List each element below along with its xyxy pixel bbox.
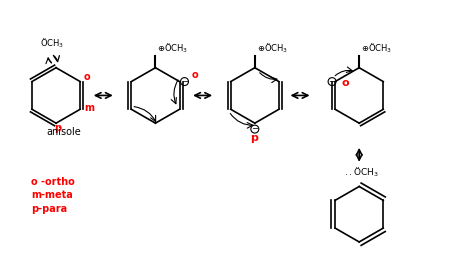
Text: p-para: p-para	[31, 204, 68, 214]
Text: anisole: anisole	[46, 127, 81, 137]
Text: m: m	[84, 103, 94, 113]
Text: p: p	[54, 123, 61, 133]
Text: p: p	[250, 133, 258, 143]
Text: o -ortho: o -ortho	[31, 177, 75, 187]
Text: o: o	[191, 70, 198, 79]
Text: $\mathdefault{\oplus ÖCH_3}$: $\mathdefault{\oplus ÖCH_3}$	[361, 41, 392, 55]
Text: −: −	[181, 77, 188, 86]
Text: $\mathdefault{..ÖCH_3}$: $\mathdefault{..ÖCH_3}$	[344, 165, 378, 179]
Text: o: o	[84, 71, 91, 82]
Text: $\mathdefault{\oplus ÖCH_3}$: $\mathdefault{\oplus ÖCH_3}$	[257, 41, 288, 55]
Text: $\mathdefault{ÖCH_3}$: $\mathdefault{ÖCH_3}$	[40, 36, 64, 50]
Text: m-meta: m-meta	[31, 190, 73, 200]
Text: −: −	[328, 77, 336, 86]
Text: o: o	[341, 78, 349, 87]
Text: −: −	[251, 124, 258, 134]
Text: $\mathdefault{\oplus ÖCH_3}$: $\mathdefault{\oplus ÖCH_3}$	[158, 41, 189, 55]
